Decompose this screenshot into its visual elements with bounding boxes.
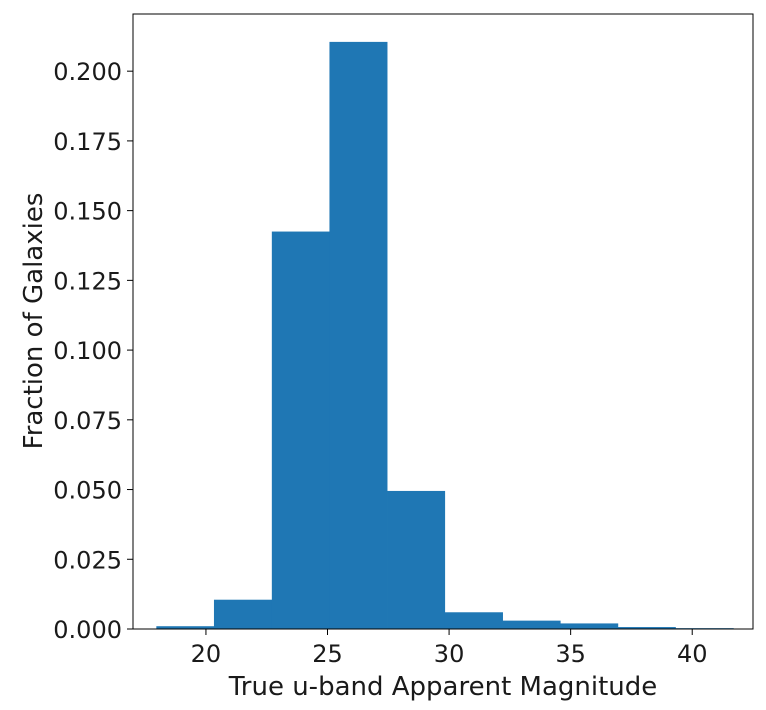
y-tick-label: 0.175 bbox=[53, 128, 122, 156]
y-tick-label: 0.025 bbox=[53, 546, 122, 574]
x-tick-label: 20 bbox=[191, 640, 222, 668]
y-tick-label: 0.050 bbox=[53, 477, 122, 505]
y-tick-label: 0.000 bbox=[53, 616, 122, 644]
y-tick-label: 0.100 bbox=[53, 337, 122, 365]
plot-frame bbox=[132, 13, 754, 630]
y-tick-label: 0.200 bbox=[53, 58, 122, 86]
y-axis: 0.000 0.025 0.050 0.075 0.100 0.125 0.150 0.175… bbox=[53, 58, 133, 644]
x-tick-label: 25 bbox=[312, 640, 343, 668]
x-axis: 20 25 30 35 40 bbox=[191, 629, 708, 668]
y-tick-label: 0.125 bbox=[53, 267, 122, 295]
y-tick-label: 0.150 bbox=[53, 198, 122, 226]
histogram-bar bbox=[502, 620, 561, 629]
bars-group bbox=[156, 41, 734, 630]
histogram-bar bbox=[329, 41, 388, 629]
histogram-bar bbox=[271, 231, 330, 630]
y-axis-label: Fraction of Galaxies bbox=[19, 193, 49, 450]
x-tick-label: 40 bbox=[677, 640, 708, 668]
histogram-bar bbox=[156, 626, 215, 629]
histogram-bar bbox=[560, 623, 619, 629]
histogram-bar bbox=[444, 612, 503, 629]
y-tick-label: 0.075 bbox=[53, 407, 122, 435]
histogram-bar bbox=[387, 490, 446, 629]
x-axis-label: True u-band Apparent Magnitude bbox=[228, 672, 658, 702]
x-tick-label: 35 bbox=[555, 640, 586, 668]
histogram-bar bbox=[617, 627, 676, 629]
histogram-bar bbox=[213, 599, 273, 629]
x-tick-label: 30 bbox=[434, 640, 465, 668]
